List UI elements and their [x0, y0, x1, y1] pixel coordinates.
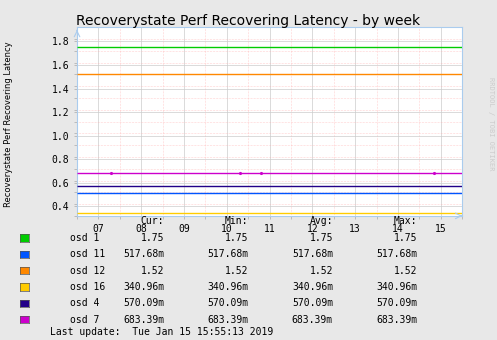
Text: 1.75: 1.75 [310, 233, 333, 243]
Text: 683.39m: 683.39m [376, 314, 417, 325]
Text: Recoverystate Perf Recovering Latency: Recoverystate Perf Recovering Latency [4, 41, 13, 207]
Text: 340.96m: 340.96m [292, 282, 333, 292]
Text: osd 7: osd 7 [70, 314, 99, 325]
Text: Min:: Min: [225, 216, 248, 226]
Text: 683.39m: 683.39m [123, 314, 164, 325]
Text: 1.52: 1.52 [310, 266, 333, 276]
Text: 1.75: 1.75 [394, 233, 417, 243]
Text: 517.68m: 517.68m [292, 249, 333, 259]
Text: 1.75: 1.75 [141, 233, 164, 243]
Text: 1.52: 1.52 [394, 266, 417, 276]
Text: osd 12: osd 12 [70, 266, 105, 276]
Text: 517.68m: 517.68m [123, 249, 164, 259]
Text: 340.96m: 340.96m [207, 282, 248, 292]
Text: 683.39m: 683.39m [207, 314, 248, 325]
Text: osd 16: osd 16 [70, 282, 105, 292]
Text: Cur:: Cur: [141, 216, 164, 226]
Text: 1.75: 1.75 [225, 233, 248, 243]
Text: 570.09m: 570.09m [123, 298, 164, 308]
Text: 517.68m: 517.68m [376, 249, 417, 259]
Text: Recoverystate Perf Recovering Latency - by week: Recoverystate Perf Recovering Latency - … [77, 14, 420, 28]
Text: 1.52: 1.52 [141, 266, 164, 276]
Text: 1.52: 1.52 [225, 266, 248, 276]
Text: Max:: Max: [394, 216, 417, 226]
Text: osd 1: osd 1 [70, 233, 99, 243]
Text: 570.09m: 570.09m [292, 298, 333, 308]
Text: 517.68m: 517.68m [207, 249, 248, 259]
Text: 570.09m: 570.09m [376, 298, 417, 308]
Text: 570.09m: 570.09m [207, 298, 248, 308]
Text: osd 11: osd 11 [70, 249, 105, 259]
Text: RRDTOOL / TOBI OETIKER: RRDTOOL / TOBI OETIKER [488, 78, 494, 171]
Text: 340.96m: 340.96m [123, 282, 164, 292]
Text: Avg:: Avg: [310, 216, 333, 226]
Text: 683.39m: 683.39m [292, 314, 333, 325]
Text: 340.96m: 340.96m [376, 282, 417, 292]
Text: Last update:  Tue Jan 15 15:55:13 2019: Last update: Tue Jan 15 15:55:13 2019 [50, 327, 273, 337]
Text: osd 4: osd 4 [70, 298, 99, 308]
